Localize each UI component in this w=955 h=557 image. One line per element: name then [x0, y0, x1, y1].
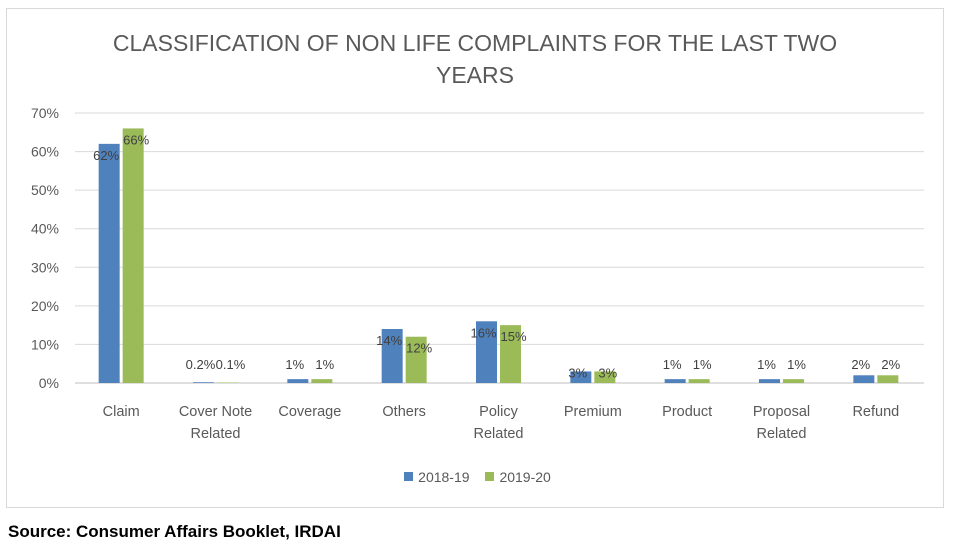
y-tick-label: 10% [31, 336, 59, 352]
x-category-label: Policy [479, 404, 518, 420]
x-category-label: Coverage [278, 404, 341, 420]
x-category-label: Proposal [753, 404, 810, 420]
legend-label-2018-19: 2018-19 [418, 468, 470, 485]
chart-title-line-1: CLASSIFICATION OF NON LIFE COMPLAINTS FO… [112, 30, 838, 56]
chart-title-line-2: YEARS [436, 62, 514, 88]
bar-2018-19-2 [287, 379, 309, 383]
data-label: 14% [376, 333, 402, 348]
bar-2019-20-0 [122, 128, 144, 383]
data-label: 0.1% [216, 357, 246, 372]
source-note: Source: Consumer Affairs Booklet, IRDAI [8, 522, 341, 541]
legend-label-2019-20: 2019-20 [499, 468, 551, 485]
x-category-label: Cover Note [179, 404, 252, 420]
y-tick-label: 70% [31, 105, 59, 121]
x-category-label: Related [757, 426, 807, 442]
data-label: 2% [851, 357, 870, 372]
bar-2019-20-4 [500, 325, 521, 383]
legend-item-2018-19: 2018-19 [404, 468, 470, 485]
y-tick-label: 40% [31, 221, 59, 237]
data-label: 0.2% [186, 357, 216, 372]
x-category-label: Product [662, 404, 712, 420]
bar-2019-20-6 [688, 379, 710, 383]
data-label: 1% [663, 357, 682, 372]
bar-2018-19-5 [570, 371, 592, 383]
bar-2018-19-7 [759, 379, 780, 383]
chart-title: CLASSIFICATION OF NON LIFE COMPLAINTS FO… [7, 27, 943, 91]
bar-2018-19-0 [98, 143, 120, 383]
legend-item-2019-20: 2019-20 [485, 468, 551, 485]
data-label: 1% [787, 357, 806, 372]
bar-2019-20-5 [594, 371, 616, 383]
bar-2018-19-4 [476, 321, 497, 383]
x-category-label: Refund [852, 404, 899, 420]
bar-2019-20-8 [877, 375, 899, 383]
bar-2019-20-3 [405, 336, 427, 383]
legend-swatch-2018-19 [404, 472, 414, 481]
x-category-label: Premium [564, 404, 622, 420]
bar-2019-20-2 [311, 379, 333, 383]
x-category-label: Others [382, 404, 426, 420]
chart-frame: CLASSIFICATION OF NON LIFE COMPLAINTS FO… [6, 8, 944, 508]
x-category-label: Related [191, 426, 241, 442]
data-label: 1% [315, 357, 334, 372]
y-tick-label: 60% [31, 144, 59, 160]
y-tick-label: 20% [31, 298, 59, 314]
y-tick-label: 0% [39, 375, 59, 391]
data-label: 1% [693, 357, 712, 372]
data-label: 3% [598, 365, 617, 380]
legend: 2018-19 2019-20 [0, 468, 955, 485]
data-label: 62% [93, 148, 119, 163]
data-label: 3% [568, 365, 587, 380]
data-label: 15% [500, 329, 526, 344]
data-label: 12% [406, 341, 432, 356]
data-label: 2% [881, 357, 900, 372]
data-label: 66% [123, 132, 149, 147]
y-tick-label: 30% [31, 259, 59, 275]
data-label: 16% [470, 325, 496, 340]
data-label: 1% [285, 357, 304, 372]
bar-2019-20-7 [783, 379, 804, 383]
legend-swatch-2019-20 [485, 472, 495, 481]
bar-2019-20-1 [217, 382, 238, 383]
y-tick-label: 50% [31, 182, 59, 198]
bar-2018-19-3 [381, 329, 403, 383]
x-category-label: Related [474, 426, 524, 442]
bar-2018-19-1 [193, 382, 214, 383]
data-label: 1% [757, 357, 776, 372]
bar-2018-19-6 [664, 379, 686, 383]
x-category-label: Claim [103, 404, 140, 420]
bar-2018-19-8 [853, 375, 875, 383]
